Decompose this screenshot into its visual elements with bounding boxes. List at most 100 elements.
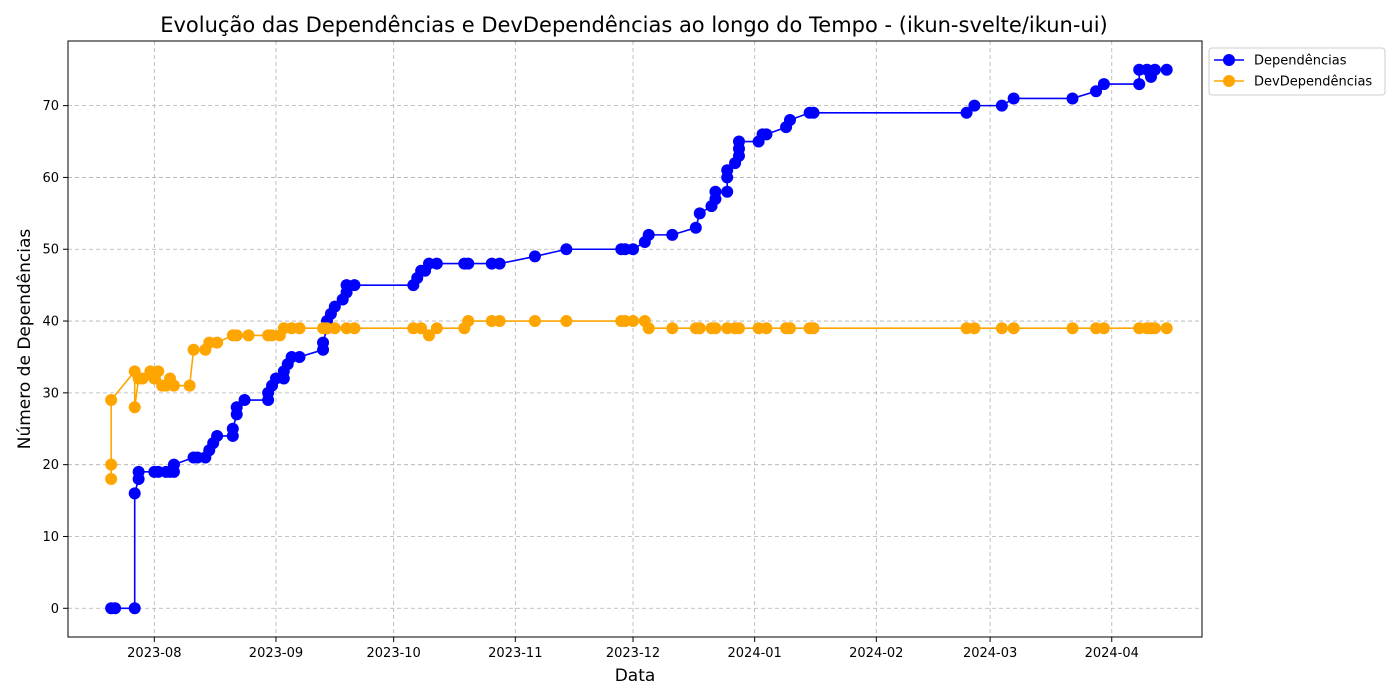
data-point [968,99,981,112]
legend-marker [1223,75,1235,87]
y-tick-label: 40 [42,315,59,330]
data-point [167,458,180,471]
data-point [807,106,820,119]
data-point [230,329,243,342]
data-point [807,322,820,335]
data-point [230,401,243,414]
data-point [293,322,306,335]
series-1 [105,63,1173,615]
data-point [1097,78,1110,91]
data-point [721,164,734,177]
plot-frame [67,40,1203,638]
data-point [1160,63,1173,76]
y-axis-label: Número de Dependências [15,229,35,450]
data-point [226,422,239,435]
data-point [1133,78,1146,91]
data-point [1097,322,1110,335]
y-tick-label: 50 [42,243,59,258]
grid [68,41,1202,637]
data-point [128,602,141,615]
data-point [348,322,361,335]
data-point [187,343,200,356]
data-point [132,465,145,478]
data-point [689,221,702,234]
data-point [422,329,435,342]
series-2 [105,315,1173,486]
data-point [105,458,118,471]
data-point [1090,85,1103,98]
data-point [528,315,541,328]
data-point [709,185,722,198]
data-point [1007,92,1020,105]
data-point [105,473,118,486]
data-point [109,602,122,615]
data-point [328,322,341,335]
x-tick-label: 2023-10 [367,646,421,661]
data-point [152,365,165,378]
data-point [560,315,573,328]
data-point [1066,92,1079,105]
data-point [238,394,251,407]
data-point [995,99,1008,112]
x-tick-label: 2024-01 [728,646,782,661]
data-point [415,322,428,335]
data-point [709,322,722,335]
data-point [242,329,255,342]
legend-marker [1223,54,1235,66]
data-point [995,322,1008,335]
data-point [128,401,141,414]
data-point [1148,63,1161,76]
data-point [960,106,973,119]
data-point [1160,322,1173,335]
data-point [136,372,149,385]
legend-box [1208,47,1386,96]
y-tick-label: 60 [42,171,59,186]
data-point [783,113,796,126]
data-point [666,228,679,241]
x-tick-label: 2023-08 [127,646,181,661]
data-point [211,429,224,442]
series [105,63,1173,615]
x-axis-label: Data [615,666,656,686]
x-axis-ticks: 2023-08 2023-09 2023-10 2023-11 2023-12 2024-… [127,637,1139,661]
data-point [293,350,306,363]
data-point [430,257,443,270]
data-point [642,322,655,335]
data-point [642,228,655,241]
data-point [760,128,773,141]
legend-label: Dependências [1254,54,1347,69]
data-point [1007,322,1020,335]
data-point [783,322,796,335]
y-tick-label: 70 [42,99,59,114]
x-tick-label: 2024-04 [1085,646,1139,661]
data-point [105,394,118,407]
y-tick-label: 0 [51,602,59,617]
data-point [462,315,475,328]
data-point [666,322,679,335]
data-point [968,322,981,335]
data-point [328,300,341,313]
data-point [693,207,706,220]
legend: Dependências DevDependências [1208,47,1386,96]
data-point [211,336,224,349]
x-tick-label: 2023-11 [488,646,542,661]
data-point [128,487,141,500]
data-point [1148,322,1161,335]
data-point [348,279,361,292]
data-point [1066,322,1079,335]
y-tick-label: 20 [42,458,59,473]
data-point [627,243,640,256]
data-point [493,315,506,328]
chart-title: Evolução das Dependências e DevDependênc… [160,13,1108,37]
data-point [317,336,330,349]
data-point [732,135,745,148]
x-tick-label: 2023-09 [249,646,303,661]
data-point [560,243,573,256]
data-point [760,322,773,335]
data-point [462,257,475,270]
data-point [493,257,506,270]
data-point [528,250,541,263]
data-point [167,379,180,392]
x-tick-label: 2024-03 [963,646,1017,661]
